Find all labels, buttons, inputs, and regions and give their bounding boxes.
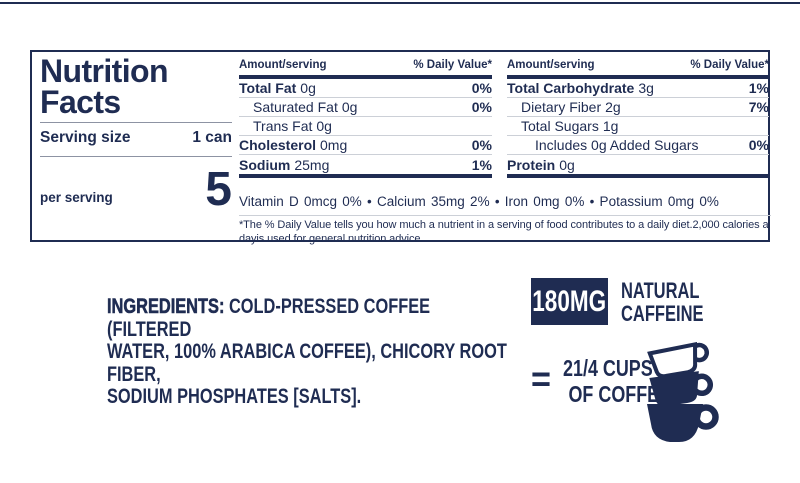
nutrient-row-total-carbohydrate: Total Carbohydrate 3g 1%: [507, 79, 769, 98]
title-line-2: Facts: [40, 84, 121, 120]
nutrient-name: Total Sugars: [521, 118, 599, 134]
nutrient-dv: 1%: [748, 80, 769, 96]
daily-value-header: % Daily Value*: [413, 59, 492, 71]
amount-serving-header: Amount/serving: [239, 59, 327, 71]
caffeine-label-line-1: NATURAL: [621, 278, 700, 303]
nutrient-name: Saturated Fat: [253, 99, 338, 115]
nutrition-facts-title: Nutrition Facts: [40, 53, 232, 120]
ingredients-block: INGREDIENTS: COLD-PRESSED COFFEE (FILTER…: [107, 295, 513, 409]
nutrient-dv: 1%: [471, 156, 492, 173]
nutrient-row-sodium: Sodium 25mg 1%: [239, 155, 492, 174]
nutrient-dv: 7%: [748, 99, 769, 115]
thick-divider: [239, 75, 492, 79]
caffeine-label-line-2: CAFFEINE: [621, 301, 704, 326]
top-divider-line: [0, 2, 800, 4]
serving-size-value: 1 can: [192, 129, 232, 146]
calories-row: per serving 5: [40, 159, 232, 216]
nutrient-row-dietary-fiber: Dietary Fiber 2g 7%: [507, 98, 769, 117]
column-header: Amount/serving % Daily Value*: [507, 57, 769, 75]
nutrient-row-protein: Protein 0g: [507, 155, 769, 174]
nutrition-facts-header: Nutrition Facts Serving size 1 can per s…: [40, 53, 232, 216]
nutrient-row-trans-fat: Trans Fat 0g: [239, 117, 492, 136]
nutrient-name: Trans Fat: [253, 118, 313, 134]
nutrient-name: Protein: [507, 156, 556, 173]
nutrient-amount: 0g: [316, 118, 332, 134]
column-header: Amount/serving % Daily Value*: [239, 57, 492, 75]
nutrient-row-cholesterol: Cholesterol 0mg 0%: [239, 136, 492, 155]
amount-serving-header: Amount/serving: [507, 59, 595, 71]
nutrient-amount: 1g: [602, 118, 619, 134]
daily-value-header: % Daily Value*: [690, 59, 769, 71]
nutrient-name: Dietary Fiber: [521, 99, 602, 115]
ingredients-label: INGREDIENTS:: [107, 295, 225, 318]
nutrient-row-added-sugars: Includes 0g Added Sugars 0%: [507, 136, 769, 155]
serving-size-label: Serving size: [40, 129, 131, 146]
daily-value-footnote: *The % Daily Value tells you how much a …: [239, 219, 769, 246]
caffeine-amount-badge: 180MG: [531, 278, 608, 325]
ingredients-text: COLD-PRESSED COFFEE (FILTERED WATER, 100…: [107, 295, 507, 408]
equals-sign: =: [531, 358, 551, 399]
nutrient-amount: 0g: [300, 80, 316, 96]
nutrition-facts-panel: Nutrition Facts Serving size 1 can per s…: [30, 50, 771, 245]
nutrient-column-left: Amount/serving % Daily Value* Total Fat 0…: [239, 57, 492, 178]
serving-size-row: Serving size 1 can: [40, 123, 232, 152]
nutrient-amount: 3g: [638, 80, 654, 96]
nutrient-name: Sodium: [239, 156, 291, 173]
nutrient-dv: 0%: [748, 137, 769, 153]
nutrient-row-total-sugars: Total Sugars 1g: [507, 117, 769, 136]
micronutrients-line: Vitamin D 0mcg 0% • Calcium 35mg 2% • Ir…: [239, 194, 771, 216]
calories-value: 5: [205, 163, 232, 216]
nutrient-row-total-fat: Total Fat 0g 0%: [239, 79, 492, 98]
nutrient-name: Total Carbohydrate: [507, 80, 635, 96]
cups-line-1: 21/4 CUPS: [563, 355, 653, 381]
nutrient-column-right: Amount/serving % Daily Value* Total Carb…: [507, 57, 769, 178]
nutrient-name: Cholesterol: [239, 137, 317, 153]
nutrient-amount: 0g: [559, 156, 575, 173]
title-line-1: Nutrition: [40, 53, 169, 89]
nutrient-amount: 0g: [341, 99, 358, 115]
nutrient-dv: 0%: [471, 137, 492, 153]
coffee-cups-icon: [647, 342, 719, 442]
nutrient-name: Total Fat: [239, 80, 297, 96]
nutrient-amount: 0mg: [320, 137, 348, 153]
thick-divider: [507, 75, 769, 79]
divider: [40, 156, 232, 157]
nutrient-name: Includes 0g Added Sugars: [535, 137, 699, 153]
natural-caffeine-label: NATURAL CAFFEINE: [621, 279, 704, 325]
divider: [40, 122, 232, 123]
per-serving-label: per serving: [40, 190, 113, 205]
cups-equivalent-label: 21/4 CUPS OF COFFEE: [563, 355, 671, 407]
nutrient-dv: 0%: [471, 80, 492, 96]
thick-divider: [507, 174, 769, 178]
caffeine-amount: 180MG: [532, 284, 607, 318]
thick-divider: [239, 174, 492, 178]
nutrient-dv: 0%: [471, 99, 492, 115]
nutrient-row-saturated-fat: Saturated Fat 0g 0%: [239, 98, 492, 117]
nutrient-amount: 25mg: [294, 156, 330, 173]
nutrient-amount: 2g: [605, 99, 621, 115]
